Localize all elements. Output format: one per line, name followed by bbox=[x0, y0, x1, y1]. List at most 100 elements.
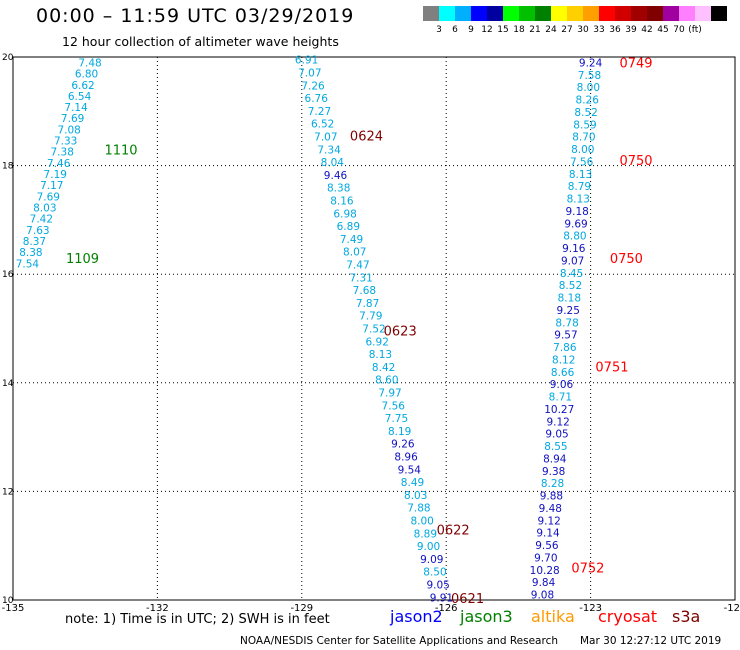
generation-timestamp: Mar 30 12:27:12 UTC 2019 bbox=[580, 635, 722, 647]
colorbar-label: 33 bbox=[593, 25, 605, 35]
colorbar-swatch bbox=[663, 6, 679, 21]
wave-height-value: 7.54 bbox=[16, 258, 40, 270]
wave-height-value: 8.42 bbox=[372, 362, 395, 374]
wave-height-value: 8.45 bbox=[560, 268, 583, 280]
wave-height-value: 7.33 bbox=[54, 136, 77, 148]
colorbar-label: 18 bbox=[513, 25, 525, 35]
wave-height-value: 7.19 bbox=[44, 169, 67, 181]
wave-height-value: 9.91 bbox=[430, 592, 453, 604]
colorbar-label: 42 bbox=[641, 25, 653, 35]
wave-height-value: 8.28 bbox=[541, 478, 564, 490]
wave-height-value: 7.88 bbox=[407, 503, 430, 515]
wave-height-value: 7.97 bbox=[378, 387, 401, 399]
wave-height-value: 9.54 bbox=[398, 464, 422, 476]
wave-height-value: 6.54 bbox=[68, 91, 92, 103]
wave-height-value: 8.66 bbox=[551, 367, 575, 379]
wave-height-value: 9.48 bbox=[539, 503, 562, 515]
wave-height-value: 7.56 bbox=[382, 400, 406, 412]
wave-height-value: 8.26 bbox=[576, 95, 600, 107]
wave-height-value: 8.70 bbox=[572, 132, 595, 144]
pass-time-label: 0623 bbox=[384, 325, 417, 340]
wave-height-value: 9.18 bbox=[565, 206, 588, 218]
plot-frame bbox=[12, 56, 736, 601]
pass-time-label: 0621 bbox=[451, 592, 484, 607]
footer-note: note: 1) Time is in UTC; 2) SWH is in fe… bbox=[65, 612, 330, 627]
wave-height-value: 6.98 bbox=[333, 208, 356, 220]
pass-time-label: 0750 bbox=[619, 154, 652, 169]
wave-height-value: 8.18 bbox=[558, 293, 581, 305]
colorbar-swatch bbox=[695, 6, 711, 21]
wave-height-value: 7.38 bbox=[51, 147, 74, 159]
wave-height-value: 6.80 bbox=[75, 69, 98, 81]
colorbar-swatch bbox=[615, 6, 631, 21]
colorbar-label: 6 bbox=[452, 25, 458, 35]
wave-height-value: 8.96 bbox=[394, 451, 418, 463]
colorbar-label: 3 bbox=[436, 25, 442, 35]
colorbar-swatch bbox=[503, 6, 519, 21]
wave-height-value: 7.08 bbox=[57, 124, 80, 136]
wave-height-value: 9.09 bbox=[420, 554, 443, 566]
wave-height-value: 6.89 bbox=[337, 221, 360, 233]
colorbar-label: 70 bbox=[673, 25, 685, 35]
wave-height-value: 7.58 bbox=[578, 70, 601, 82]
colorbar-swatch bbox=[631, 6, 647, 21]
wave-height-value: 8.79 bbox=[568, 181, 591, 193]
colorbar-label: 12 bbox=[481, 25, 493, 35]
pass-time-label: 0751 bbox=[595, 361, 628, 376]
map-title: 00:00 – 11:59 UTC 03/29/2019 bbox=[36, 5, 355, 27]
wave-height-value: 8.50 bbox=[423, 567, 446, 579]
wave-height-value: 8.52 bbox=[559, 280, 582, 292]
wave-height-value: 7.07 bbox=[314, 132, 337, 144]
colorbar-swatch bbox=[647, 6, 663, 21]
wave-height-value: 8.00 bbox=[571, 144, 594, 156]
y-tick-label: 12 bbox=[2, 487, 13, 497]
wave-height-value: 8.00 bbox=[577, 82, 600, 94]
wave-height-value: 9.12 bbox=[537, 515, 560, 527]
wave-height-value: 7.47 bbox=[346, 260, 369, 272]
wave-height-value: 7.17 bbox=[40, 180, 63, 192]
wave-height-value: 10.27 bbox=[544, 404, 574, 416]
wave-height-value: 10.28 bbox=[530, 565, 560, 577]
colorbar-swatch bbox=[583, 6, 599, 21]
colorbar-swatch bbox=[487, 6, 503, 21]
colorbar-swatch bbox=[679, 6, 695, 21]
legend-item-altika: altika bbox=[531, 607, 575, 626]
wave-height-value: 9.46 bbox=[324, 170, 348, 182]
colorbar-swatch bbox=[471, 6, 487, 21]
wave-height-value: 9.14 bbox=[536, 528, 560, 540]
wave-height-value: 7.69 bbox=[37, 191, 60, 203]
wave-height-value: 9.05 bbox=[545, 429, 568, 441]
colorbar-label: 21 bbox=[529, 25, 541, 35]
wave-height-value: 7.56 bbox=[570, 156, 594, 168]
wave-height-value: 6.76 bbox=[305, 93, 329, 105]
legend-item-s3a: s3a bbox=[672, 607, 701, 626]
colorbar-swatch bbox=[711, 6, 727, 21]
colorbar-label: 39 bbox=[625, 25, 637, 35]
wave-height-value: 8.71 bbox=[549, 392, 572, 404]
wave-height-value: 9.00 bbox=[417, 541, 440, 553]
wave-height-value: 7.27 bbox=[308, 106, 331, 118]
wave-height-value: 7.79 bbox=[359, 311, 382, 323]
colorbar-label: 36 bbox=[609, 25, 621, 35]
colorbar-swatch bbox=[551, 6, 567, 21]
y-tick-label: 20 bbox=[2, 53, 14, 63]
colorbar-swatch bbox=[599, 6, 615, 21]
wave-height-value: 8.07 bbox=[343, 247, 366, 259]
colorbar-swatch bbox=[423, 6, 439, 21]
wave-height-value: 8.12 bbox=[552, 354, 575, 366]
wave-height-value: 7.68 bbox=[353, 285, 376, 297]
colorbar-label: 30 bbox=[577, 25, 589, 35]
wave-height-value: 9.57 bbox=[554, 330, 577, 342]
x-tick-label: -132 bbox=[146, 603, 169, 614]
colorbar-swatch bbox=[455, 6, 471, 21]
wave-height-value: 8.49 bbox=[401, 477, 424, 489]
wave-height-value: 7.63 bbox=[26, 225, 49, 237]
y-tick-label: 14 bbox=[2, 379, 14, 389]
wave-height-value: 8.04 bbox=[321, 157, 345, 169]
wave-height-value: 7.42 bbox=[30, 214, 53, 226]
wave-height-value: 7.34 bbox=[317, 144, 341, 156]
pass-time-label: 1110 bbox=[104, 143, 137, 158]
wave-height-value: 7.14 bbox=[64, 102, 88, 114]
wave-height-value: 8.19 bbox=[388, 426, 411, 438]
